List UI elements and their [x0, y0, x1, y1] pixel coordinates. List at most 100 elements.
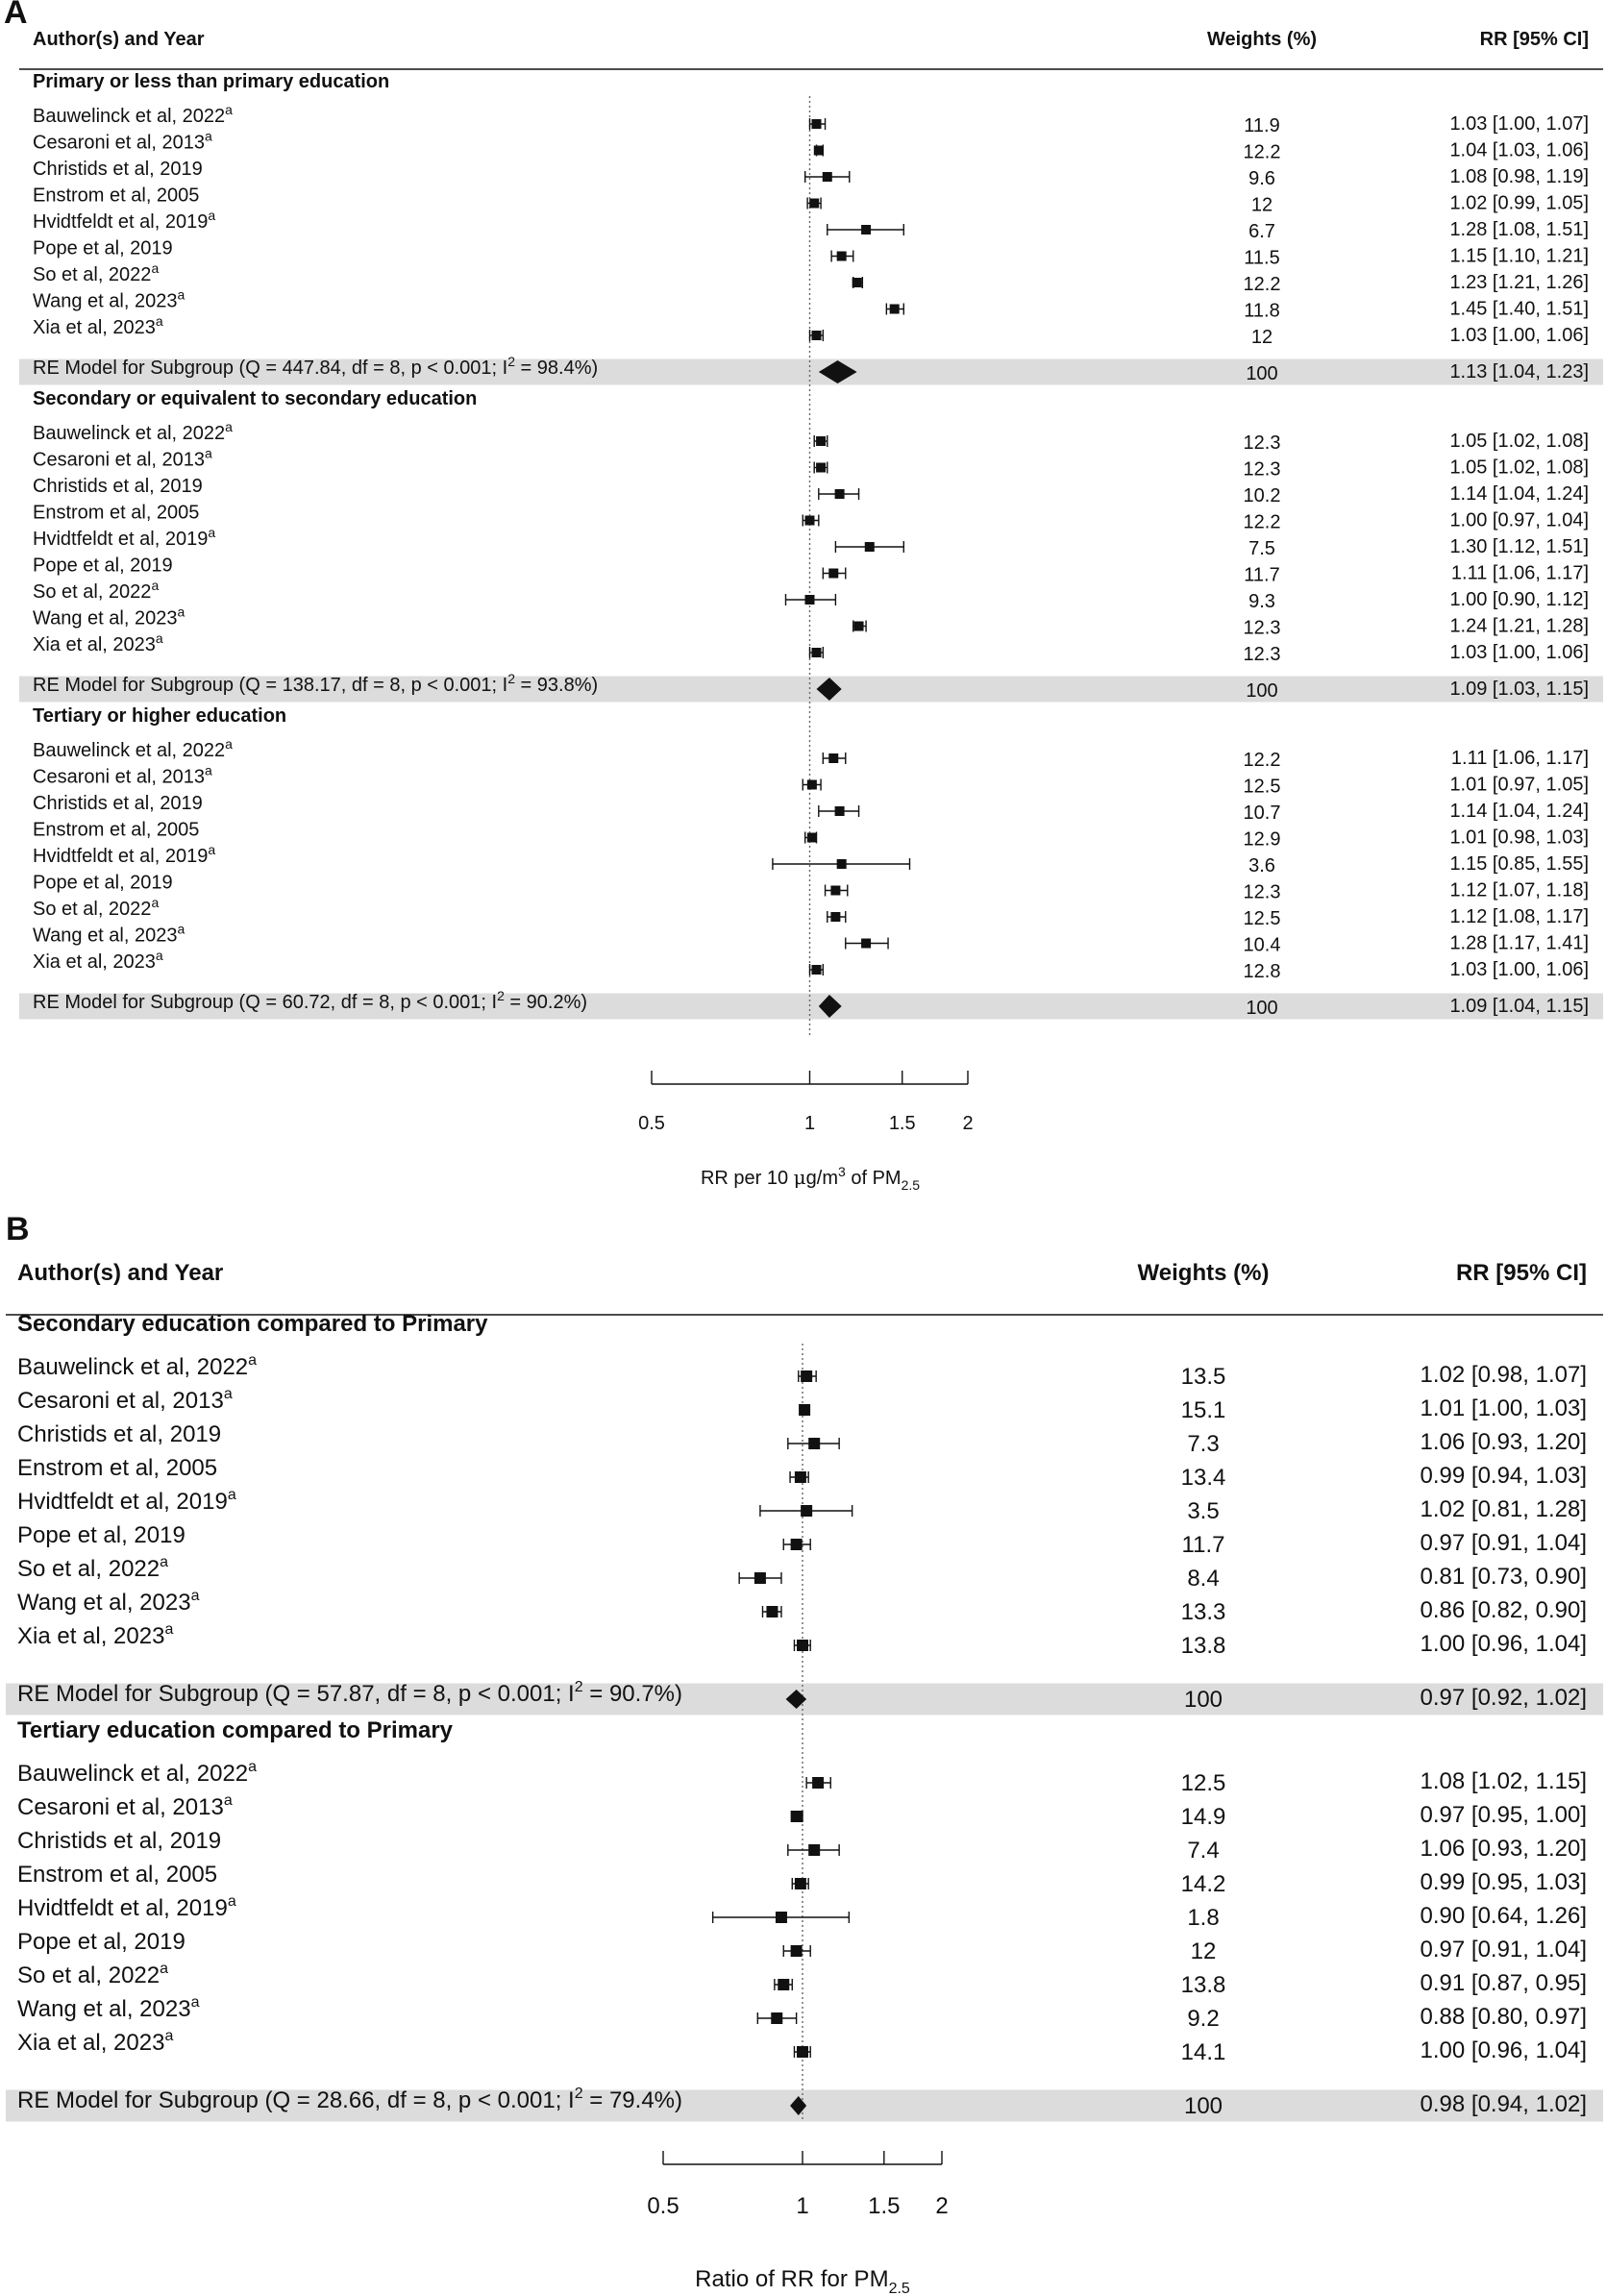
- point-estimate: [806, 779, 817, 790]
- study-weight: 12.2: [1244, 274, 1281, 295]
- point-estimate: [794, 1878, 806, 1889]
- study-weight: 3.6: [1248, 855, 1275, 876]
- superscript-a: a: [225, 102, 233, 117]
- study-weight: 10.4: [1244, 935, 1281, 956]
- study-name: Hvidtfeldt et al, 2019a: [17, 1487, 236, 1515]
- study-ci: 0.97 [0.91, 1.04]: [1421, 1530, 1587, 1556]
- point-estimate: [804, 595, 815, 605]
- x-tick-label: 1.5: [868, 2193, 900, 2219]
- study-weight: 12.3: [1244, 432, 1281, 454]
- summary-diamond: [818, 360, 857, 383]
- model-label: RE Model for Subgroup (Q = 138.17, df = …: [33, 671, 598, 696]
- study-weight: 9.3: [1248, 591, 1275, 612]
- study-name: Xia et al, 2023a: [33, 948, 163, 973]
- study-row: Cesaroni et al, 2013a 12.2 1.04 [1.03, 1.0…: [33, 129, 1589, 163]
- study-row: Cesaroni et al, 2013a 14.9 0.97 [0.95, 1.0…: [17, 1792, 1587, 1830]
- point-estimate: [809, 198, 820, 209]
- superscript-a: a: [225, 736, 233, 752]
- forest-panel-b: B Author(s) and Year Weights (%) RR [95% CI…: [6, 1211, 1603, 2296]
- study-ci: 1.08 [1.02, 1.15]: [1421, 1768, 1587, 1794]
- study-name: Bauwelinck et al, 2022a: [33, 102, 233, 127]
- point-estimate: [852, 278, 862, 287]
- study-ci: 1.08 [0.98, 1.19]: [1449, 166, 1589, 187]
- subgroup-1: Primary or less than primary education Ba…: [33, 71, 1589, 384]
- study-row: Hvidtfeldt et al, 2019a 3.6 1.15 [0.85, 1.…: [33, 842, 1589, 876]
- model-label: RE Model for Subgroup (Q = 28.66, df = 8…: [17, 2086, 682, 2113]
- point-estimate: [811, 965, 822, 975]
- superscript-a: a: [151, 578, 159, 593]
- model-label: RE Model for Subgroup (Q = 447.84, df = …: [33, 354, 598, 379]
- study-ci: 1.00 [0.90, 1.12]: [1449, 589, 1589, 610]
- study-weight: 12: [1191, 1938, 1217, 1964]
- study-row: Wang et al, 2023a 13.3 0.86 [0.82, 0.90]: [17, 1588, 1587, 1625]
- study-row: Wang et al, 2023a 12.3 1.24 [1.21, 1.28]: [33, 605, 1589, 639]
- subgroup-1: Secondary education compared to Primary B…: [17, 1311, 1587, 1713]
- study-weight: 12.9: [1244, 829, 1281, 851]
- study-name: Wang et al, 2023a: [33, 922, 185, 947]
- point-estimate: [778, 1979, 790, 1990]
- study-row: Enstrom et al, 2005 12.2 1.00 [0.97, 1.04]: [33, 503, 1589, 533]
- study-name: Christids et al, 2019: [33, 159, 203, 180]
- superscript-a: a: [156, 313, 163, 329]
- study-ci: 1.03 [1.00, 1.06]: [1449, 642, 1589, 663]
- study-row: Pope et al, 2019 11.5 1.15 [1.10, 1.21]: [33, 238, 1589, 269]
- study-name: Pope et al, 2019: [17, 1929, 185, 1955]
- subgroup-3: Tertiary or higher education Bauwelinck e…: [33, 705, 1589, 1019]
- study-weight: 7.5: [1248, 538, 1275, 559]
- study-row: Hvidtfeldt et al, 2019a 6.7 1.28 [1.08, 1.…: [33, 208, 1589, 242]
- study-row: Hvidtfeldt et al, 2019a 1.8 0.90 [0.64, 1.…: [17, 1893, 1587, 1931]
- study-weight: 10.2: [1244, 485, 1281, 506]
- study-row: Xia et al, 2023a 14.1 1.00 [0.96, 1.04]: [17, 2028, 1587, 2065]
- study-row: Xia et al, 2023a 13.8 1.00 [0.96, 1.04]: [17, 1621, 1587, 1659]
- header-study: Author(s) and Year: [33, 29, 205, 50]
- model-weight: 100: [1246, 363, 1277, 384]
- point-estimate: [804, 515, 815, 526]
- point-estimate: [801, 1505, 813, 1517]
- study-ci: 1.12 [1.08, 1.17]: [1449, 906, 1589, 927]
- superscript-a: a: [208, 842, 215, 857]
- study-row: Christids et al, 2019 7.4 1.06 [0.93, 1.20…: [17, 1828, 1587, 1864]
- summary-diamond: [816, 678, 842, 701]
- study-name: Xia et al, 2023a: [33, 313, 163, 338]
- study-ci: 0.90 [0.64, 1.26]: [1421, 1903, 1587, 1929]
- subgroup-2: Secondary or equivalent to secondary edu…: [33, 388, 1589, 702]
- study-name: Cesaroni et al, 2013a: [33, 446, 212, 471]
- model-ci: 1.13 [1.04, 1.23]: [1449, 361, 1589, 383]
- study-weight: 14.1: [1181, 2039, 1226, 2065]
- study-ci: 0.88 [0.80, 0.97]: [1421, 2004, 1587, 2030]
- study-row: Cesaroni et al, 2013a 15.1 1.01 [1.00, 1.0…: [17, 1386, 1587, 1423]
- superscript-a: a: [156, 948, 163, 963]
- superscript-a: a: [205, 446, 212, 461]
- study-weight: 11.5: [1244, 248, 1279, 269]
- x-tick-label: 0.5: [638, 1113, 665, 1134]
- subgroup-title: Primary or less than primary education: [33, 71, 389, 92]
- study-name: Bauwelinck et al, 2022a: [17, 1352, 257, 1380]
- superscript-a: a: [205, 763, 212, 778]
- study-name: Cesaroni et al, 2013a: [33, 763, 212, 788]
- point-estimate: [830, 885, 841, 896]
- subgroup-title: Tertiary or higher education: [33, 705, 286, 727]
- study-name: Xia et al, 2023a: [17, 2028, 173, 2056]
- model-row: RE Model for Subgroup (Q = 447.84, df = …: [33, 354, 1589, 384]
- point-estimate: [799, 1404, 811, 1416]
- study-name: Christids et al, 2019: [17, 1421, 221, 1447]
- study-name: Wang et al, 2023a: [17, 1588, 200, 1616]
- study-weight: 12.3: [1244, 644, 1281, 665]
- superscript-a: a: [228, 1487, 236, 1503]
- superscript-a: a: [164, 2028, 173, 2044]
- point-estimate: [771, 2012, 783, 2024]
- study-row: Enstrom et al, 2005 14.2 0.99 [0.95, 1.03]: [17, 1862, 1587, 1897]
- study-ci: 1.24 [1.21, 1.28]: [1449, 616, 1589, 637]
- study-weight: 12.5: [1181, 1770, 1226, 1796]
- study-row: Enstrom et al, 2005 12 1.02 [0.99, 1.05]: [33, 185, 1589, 216]
- study-name: Cesaroni et al, 2013a: [17, 1386, 233, 1414]
- point-estimate: [864, 542, 875, 552]
- study-ci: 1.05 [1.02, 1.08]: [1449, 431, 1589, 452]
- subgroup-title: Tertiary education compared to Primary: [17, 1717, 454, 1743]
- study-row: Christids et al, 2019 10.2 1.14 [1.04, 1.2…: [33, 476, 1589, 506]
- superscript-a: 2: [575, 1679, 583, 1695]
- superscript-a: a: [208, 525, 215, 540]
- model-row: RE Model for Subgroup (Q = 28.66, df = 8…: [17, 2086, 1587, 2119]
